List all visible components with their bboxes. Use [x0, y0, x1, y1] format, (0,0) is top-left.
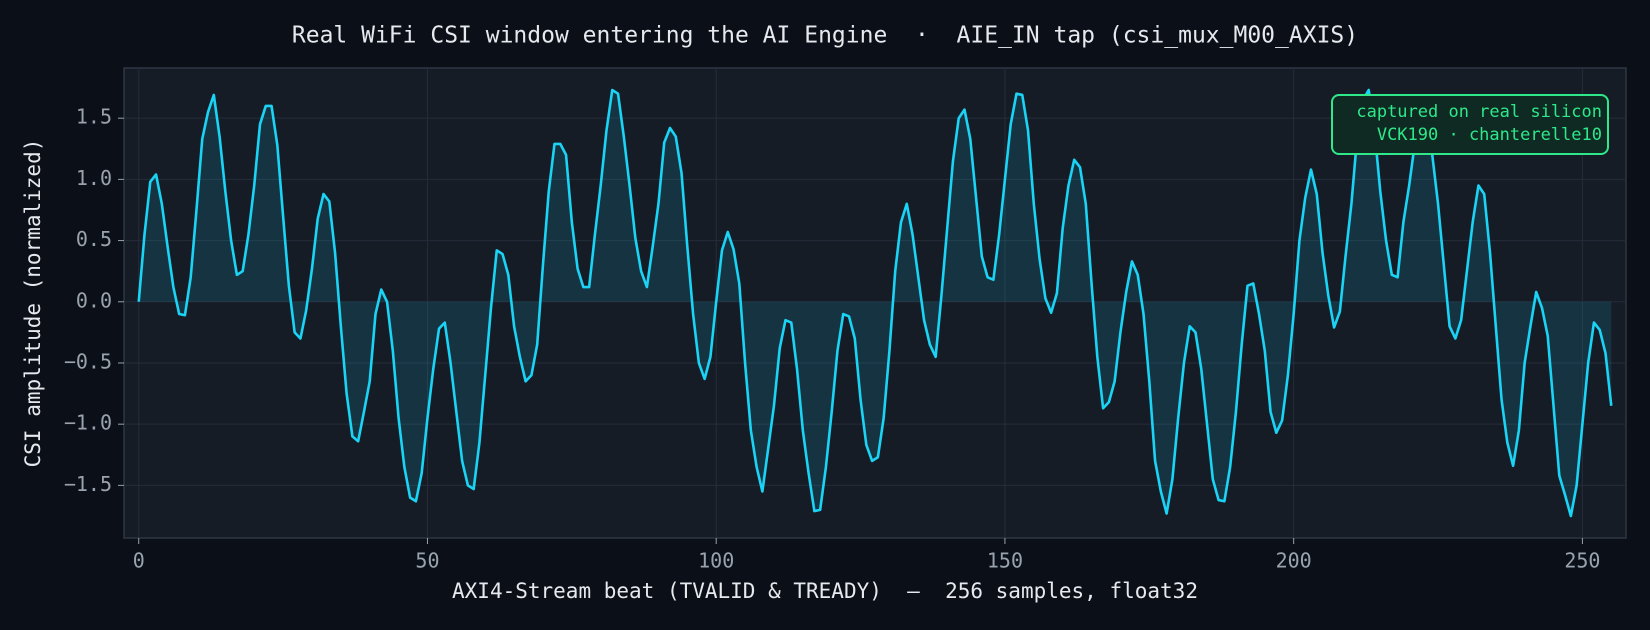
y-tick-label: 1.5: [76, 105, 112, 129]
chart-title: Real WiFi CSI window entering the AI Eng…: [292, 23, 1358, 49]
x-tick-label: 200: [1276, 549, 1312, 573]
annotation-line: VCK190 · chanterelle10: [1377, 125, 1602, 145]
x-tick-label: 0: [133, 549, 145, 573]
annotation: captured on real silicon VCK190 · chante…: [1331, 94, 1609, 155]
x-tick-label: 100: [698, 549, 734, 573]
y-tick-label: −0.5: [64, 349, 112, 373]
x-axis-label: AXI4-Stream beat (TVALID & TREADY) — 256…: [452, 579, 1198, 603]
y-axis-label: CSI amplitude (normalized): [21, 139, 45, 468]
x-tick-label: 50: [415, 549, 439, 573]
x-tick-label: 150: [987, 549, 1023, 573]
y-tick-label: 0.5: [76, 227, 112, 251]
x-tick-label: 250: [1564, 549, 1600, 573]
annotation-line: captured on real silicon: [1356, 102, 1602, 122]
annotation-box: [1331, 94, 1609, 155]
area-fill: [138, 90, 1612, 516]
y-tick-label: −1.5: [64, 472, 112, 496]
y-tick-label: −1.0: [64, 411, 112, 435]
y-tick-label: 0.0: [76, 288, 112, 312]
y-tick-label: 1.0: [76, 166, 112, 190]
